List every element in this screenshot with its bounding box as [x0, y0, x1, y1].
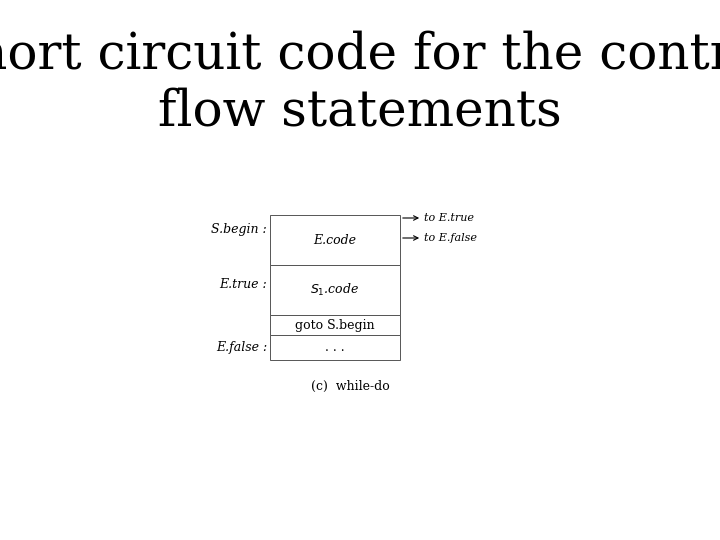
Text: to E.true: to E.true: [424, 213, 474, 223]
Text: E.code: E.code: [313, 233, 356, 246]
Bar: [270, 335, 400, 360]
Text: . . .: . . .: [325, 341, 345, 354]
Text: to E.false: to E.false: [424, 233, 477, 243]
Text: E.false :: E.false :: [216, 341, 267, 354]
Bar: [270, 315, 400, 335]
Text: $S_1$.code: $S_1$.code: [310, 282, 359, 298]
Text: E.true :: E.true :: [220, 279, 267, 292]
Bar: [270, 265, 400, 315]
Bar: [270, 215, 400, 265]
Text: (c)  while-do: (c) while-do: [310, 380, 390, 393]
Text: goto S.begin: goto S.begin: [295, 319, 375, 332]
Text: S.begin :: S.begin :: [211, 224, 267, 237]
Text: Short circuit code for the control
flow statements: Short circuit code for the control flow …: [0, 30, 720, 137]
